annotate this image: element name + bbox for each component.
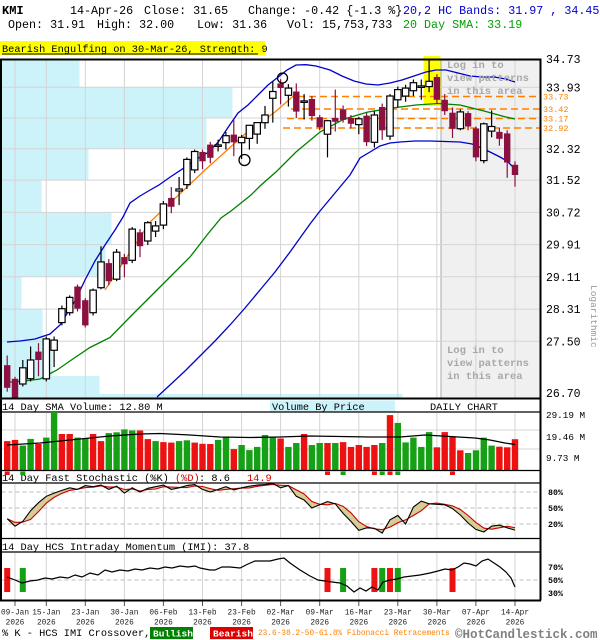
svg-text:Bearish: Bearish [213, 629, 253, 640]
svg-text:DAILY CHART: DAILY CHART [430, 402, 498, 414]
svg-text:33.42: 33.42 [543, 105, 569, 115]
svg-text:13-Feb: 13-Feb [188, 610, 216, 618]
svg-text:33.93: 33.93 [546, 82, 581, 95]
svg-text:2026: 2026 [349, 620, 368, 628]
svg-text:07-Apr: 07-Apr [462, 610, 490, 618]
svg-text:29.19 M: 29.19 M [546, 410, 585, 421]
svg-text:23-Jan: 23-Jan [71, 610, 99, 618]
svg-text:KMI: KMI [2, 4, 24, 18]
svg-text:Log in to: Log in to [447, 345, 504, 357]
svg-text:9.73 M: 9.73 M [546, 453, 579, 464]
svg-text:2026: 2026 [271, 620, 290, 628]
svg-text:2026: 2026 [6, 620, 25, 628]
svg-text:Vol: 15,753,733: Vol: 15,753,733 [287, 18, 392, 32]
svg-text:14 Day Fast Stochastic (%K): 14 Day Fast Stochastic (%K) [2, 473, 169, 485]
svg-text:30-Jan: 30-Jan [110, 610, 138, 618]
svg-text:view patterns: view patterns [447, 358, 529, 370]
svg-text:2026: 2026 [310, 620, 329, 628]
svg-text:Bearish Engulfing on 30-Mar-26: Bearish Engulfing on 30-Mar-26, Strength… [2, 44, 268, 56]
svg-text:Open: 31.91: Open: 31.91 [8, 18, 85, 32]
svg-text:2026: 2026 [154, 620, 173, 628]
svg-text:Low: 31.36: Low: 31.36 [197, 18, 267, 32]
svg-text:2026: 2026 [506, 620, 525, 628]
svg-text:Log in to: Log in to [447, 60, 504, 72]
svg-text:Bullish: Bullish [153, 629, 193, 640]
svg-text:50%: 50% [548, 505, 563, 514]
svg-text:29.11: 29.11 [546, 272, 581, 285]
svg-text:19.46 M: 19.46 M [546, 432, 585, 443]
svg-text:09-Mar: 09-Mar [306, 610, 334, 618]
svg-text:27.50: 27.50 [546, 336, 581, 349]
svg-text:06-Feb: 06-Feb [149, 610, 177, 618]
svg-text:16-Mar: 16-Mar [345, 610, 373, 618]
svg-text:2026: 2026 [467, 620, 486, 628]
svg-text:in this area: in this area [447, 86, 523, 98]
svg-text:20%: 20% [548, 521, 563, 530]
svg-text:20,2 HC Bands: 31.97 , 34.45: 20,2 HC Bands: 31.97 , 34.45 [403, 4, 599, 18]
svg-text:High: 32.00: High: 32.00 [97, 18, 174, 32]
svg-text:Logarithmic: Logarithmic [588, 285, 599, 348]
svg-text:©HotCandlestick.com: ©HotCandlestick.com [455, 628, 598, 640]
svg-text:14 Day HCS Intraday Momentum (: 14 Day HCS Intraday Momentum (IMI): 37.8 [2, 542, 249, 554]
svg-text:50%: 50% [548, 577, 563, 586]
svg-text:02-Mar: 02-Mar [267, 610, 295, 618]
svg-text:2026: 2026 [428, 620, 447, 628]
svg-text:2026: 2026 [115, 620, 134, 628]
svg-text:2026: 2026 [193, 620, 212, 628]
svg-text:2026: 2026 [232, 620, 251, 628]
svg-text:33.73: 33.73 [543, 93, 569, 103]
svg-text:23.6-38.2-50-61.8% Fibonacci R: 23.6-38.2-50-61.8% Fibonacci Retracement… [258, 630, 450, 638]
svg-text:2026: 2026 [37, 620, 56, 628]
svg-text:23-Feb: 23-Feb [228, 610, 256, 618]
svg-text:14.9: 14.9 [247, 473, 272, 485]
svg-text:29.91: 29.91 [546, 240, 581, 253]
svg-text:30-Mar: 30-Mar [423, 610, 451, 618]
svg-text:14 Day SMA Volume: 12.80 M: 14 Day SMA Volume: 12.80 M [2, 402, 163, 414]
svg-text:2026: 2026 [76, 620, 95, 628]
svg-text:32.92: 32.92 [543, 124, 569, 134]
svg-text:Change: -0.42 {-1.3 %}: Change: -0.42 {-1.3 %} [248, 4, 402, 18]
svg-text:15-Jan: 15-Jan [32, 610, 60, 618]
svg-text:23-Mar: 23-Mar [384, 610, 412, 618]
svg-text:2026: 2026 [388, 620, 407, 628]
svg-text:20 Day SMA: 33.19: 20 Day SMA: 33.19 [403, 18, 522, 32]
svg-text:% K - HCS IMI Crossover,: % K - HCS IMI Crossover, [2, 628, 150, 640]
svg-text:view patterns: view patterns [447, 73, 529, 85]
svg-text:: 8.6: : 8.6 [199, 473, 230, 485]
svg-text:14-Apr: 14-Apr [501, 610, 529, 618]
svg-text:34.73: 34.73 [546, 54, 581, 67]
svg-text:Close: 31.65: Close: 31.65 [144, 4, 228, 18]
svg-text:32.32: 32.32 [546, 144, 581, 157]
svg-text:26.70: 26.70 [546, 388, 581, 401]
svg-text:(%D): (%D) [175, 473, 200, 485]
svg-text:33.17: 33.17 [543, 115, 569, 125]
svg-text:09-Jan: 09-Jan [1, 610, 29, 618]
svg-text:80%: 80% [548, 489, 563, 498]
svg-text:30.72: 30.72 [546, 207, 581, 220]
svg-text:28.31: 28.31 [546, 304, 581, 317]
svg-text:31.52: 31.52 [546, 175, 581, 188]
svg-text:in this area: in this area [447, 371, 523, 383]
svg-text:30%: 30% [548, 590, 563, 599]
svg-text:14-Apr-26: 14-Apr-26 [70, 4, 133, 18]
svg-text:70%: 70% [548, 564, 563, 573]
svg-text:Volume By Price: Volume By Price [272, 402, 365, 414]
